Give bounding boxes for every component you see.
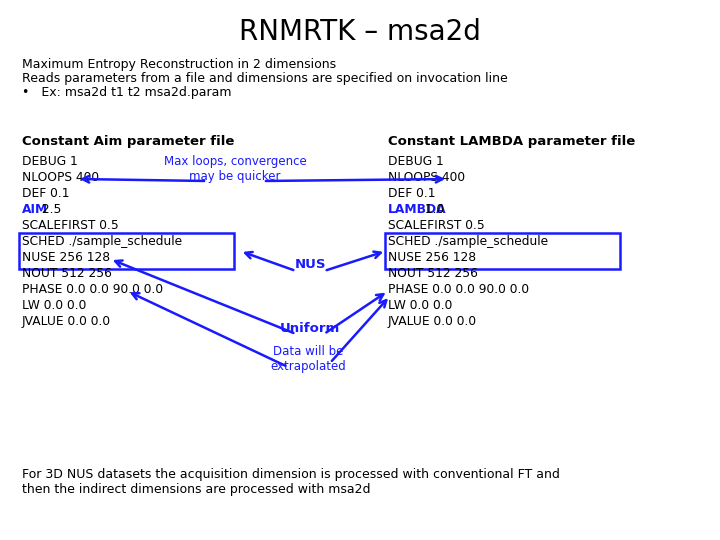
Text: JVALUE 0.0 0.0: JVALUE 0.0 0.0 — [22, 315, 111, 328]
Text: NUS: NUS — [294, 259, 325, 272]
Text: 2.5: 2.5 — [38, 203, 62, 216]
Text: NOUT 512 256: NOUT 512 256 — [388, 267, 478, 280]
Text: DEF 0.1: DEF 0.1 — [22, 187, 70, 200]
Bar — [19, 233, 234, 269]
Text: NUSE 256 128: NUSE 256 128 — [388, 251, 476, 264]
Text: Data will be
extrapolated: Data will be extrapolated — [270, 345, 346, 373]
Text: DEBUG 1: DEBUG 1 — [22, 155, 78, 168]
Text: LW 0.0 0.0: LW 0.0 0.0 — [388, 299, 452, 312]
Text: •   Ex: msa2d t1 t2 msa2d.param: • Ex: msa2d t1 t2 msa2d.param — [22, 86, 232, 99]
Text: DEF 0.1: DEF 0.1 — [388, 187, 436, 200]
Text: JVALUE 0.0 0.0: JVALUE 0.0 0.0 — [388, 315, 477, 328]
Text: AIM: AIM — [22, 203, 48, 216]
Text: Constant Aim parameter file: Constant Aim parameter file — [22, 135, 235, 148]
Text: LAMBDA: LAMBDA — [388, 203, 446, 216]
Text: NUSE 256 128: NUSE 256 128 — [22, 251, 110, 264]
Text: DEBUG 1: DEBUG 1 — [388, 155, 444, 168]
Text: PHASE 0.0 0.0 90.0 0.0: PHASE 0.0 0.0 90.0 0.0 — [22, 283, 163, 296]
Text: LW 0.0 0.0: LW 0.0 0.0 — [22, 299, 86, 312]
Text: SCALEFIRST 0.5: SCALEFIRST 0.5 — [388, 219, 485, 232]
Text: 1.0: 1.0 — [420, 203, 444, 216]
Text: RNMRTK – msa2d: RNMRTK – msa2d — [239, 18, 481, 46]
Text: SCHED ./sample_schedule: SCHED ./sample_schedule — [388, 235, 548, 248]
Text: Reads parameters from a file and dimensions are specified on invocation line: Reads parameters from a file and dimensi… — [22, 72, 508, 85]
Text: Max loops, convergence
may be quicker: Max loops, convergence may be quicker — [163, 155, 307, 183]
Text: NLOOPS 400: NLOOPS 400 — [22, 171, 99, 184]
Text: NLOOPS 400: NLOOPS 400 — [388, 171, 465, 184]
Text: PHASE 0.0 0.0 90.0 0.0: PHASE 0.0 0.0 90.0 0.0 — [388, 283, 529, 296]
Text: NOUT 512 256: NOUT 512 256 — [22, 267, 112, 280]
Bar — [385, 233, 620, 269]
Text: SCHED ./sample_schedule: SCHED ./sample_schedule — [22, 235, 182, 248]
Text: Maximum Entropy Reconstruction in 2 dimensions: Maximum Entropy Reconstruction in 2 dime… — [22, 58, 336, 71]
Text: For 3D NUS datasets the acquisition dimension is processed with conventional FT : For 3D NUS datasets the acquisition dime… — [22, 468, 560, 496]
Text: SCALEFIRST 0.5: SCALEFIRST 0.5 — [22, 219, 119, 232]
Text: Constant LAMBDA parameter file: Constant LAMBDA parameter file — [388, 135, 635, 148]
Text: Uniform: Uniform — [280, 321, 340, 334]
